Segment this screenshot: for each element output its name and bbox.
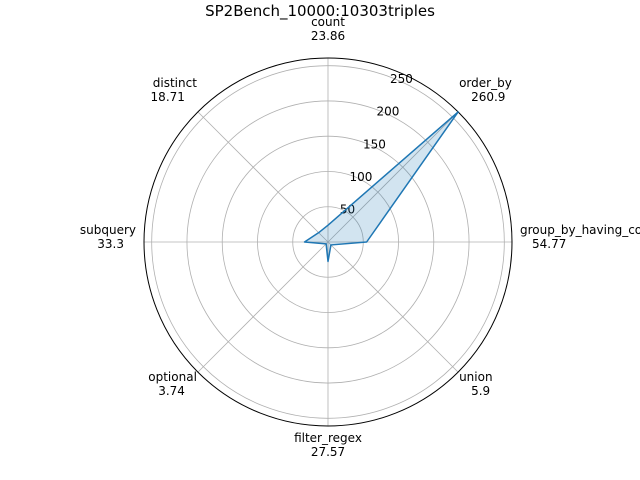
category-label-subquery: subquery [80,223,136,237]
grid-layer: 50 100 150 200 250 [143,57,513,427]
category-label-count: count [311,15,345,29]
category-value-order-by: 260.9 [471,90,505,104]
spoke-line [327,241,459,373]
radial-tick-label: 50 [340,202,355,216]
radial-tick-label: 150 [363,137,386,151]
category-value-count: 23.86 [311,29,345,43]
category-value-union: 5.9 [471,384,490,398]
spoke-line [197,241,329,373]
spoke-line [197,111,329,243]
category-label-union: union [459,370,493,384]
polar-frame [143,57,513,427]
category-label-group-by-having-count-distinct: group_by_having_count_distinct [520,223,640,237]
category-value-group-by-having-count-distinct: 54.77 [532,237,566,251]
category-label-order-by: order_by [459,76,512,90]
radial-tick-label: 250 [390,72,413,86]
category-label-optional: optional [148,370,197,384]
series-area [304,111,459,262]
category-label-filter-regex: filter_regex [294,431,362,445]
spoke-line [327,111,459,243]
radial-tick-label: 200 [377,105,400,119]
category-value-distinct: 18.71 [151,90,185,104]
category-value-optional: 3.74 [158,384,185,398]
data-layer [303,111,459,263]
radial-tick-label: 100 [350,170,373,184]
category-value-filter-regex: 27.57 [311,445,345,459]
category-label-distinct: distinct [153,76,197,90]
chart-title: SP2Bench_10000:10303triples [205,2,435,21]
category-value-subquery: 33.3 [97,237,124,251]
